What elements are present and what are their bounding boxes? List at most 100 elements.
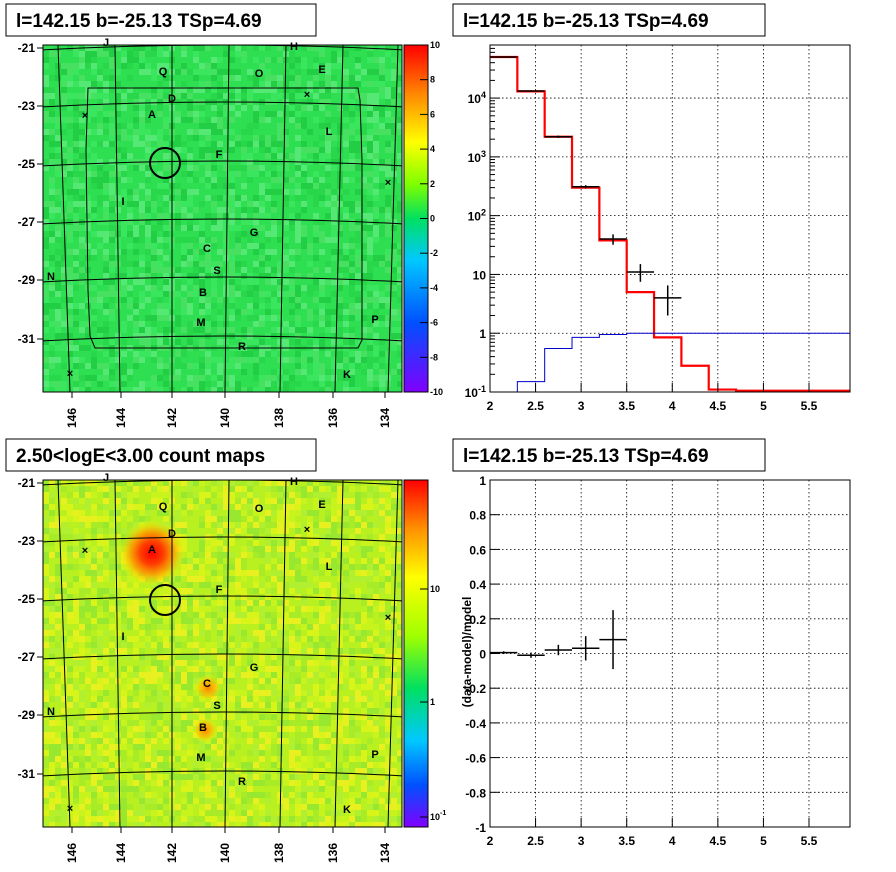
map-pixel [367,570,373,576]
map-pixel [319,600,325,606]
map-pixel [127,624,133,630]
map-pixel [319,315,325,321]
map-pixel [391,267,397,273]
map-pixel [175,660,181,666]
map-pixel [247,303,253,309]
map-pixel [73,171,79,177]
map-pixel [361,702,367,708]
map-pixel [295,714,301,720]
map-pixel [67,516,73,522]
map-pixel [109,129,115,135]
map-pixel [247,165,253,171]
map-pixel [319,147,325,153]
map-pixel [373,189,379,195]
map-pixel [55,201,61,207]
map-pixel [271,588,277,594]
map-pixel [313,195,319,201]
map-pixel [367,225,373,231]
map-pixel [277,774,283,780]
map-pixel [373,195,379,201]
map-pixel [181,756,187,762]
map-pixel [373,135,379,141]
map-pixel [289,309,295,315]
map-pixel [325,798,331,804]
map-pixel [325,744,331,750]
map-pixel [277,600,283,606]
map-pixel [313,498,319,504]
map-pixel [397,339,402,345]
map-pixel [43,63,49,69]
map-pixel [289,738,295,744]
map-pixel [277,624,283,630]
map-pixel [253,600,259,606]
map-pixel [205,213,211,219]
map-pixel [163,177,169,183]
map-pixel [397,720,402,726]
map-pixel [67,225,73,231]
map-pixel [91,804,97,810]
map-pixel [217,624,223,630]
map-pixel [313,75,319,81]
map-pixel [367,285,373,291]
map-pixel [97,45,103,51]
map-pixel [151,267,157,273]
map-pixel [301,798,307,804]
map-pixel [313,57,319,63]
map-pixel [349,804,355,810]
map-pixel [133,744,139,750]
map-pixel [217,309,223,315]
map-pixel [301,141,307,147]
map-pixel [241,576,247,582]
map-pixel [229,57,235,63]
map-pixel [259,630,265,636]
map-pixel [79,720,85,726]
map-pixel [313,504,319,510]
map-pixel [49,762,55,768]
map-pixel [259,660,265,666]
map-pixel [229,564,235,570]
map-pixel [337,564,343,570]
map-pixel [325,816,331,822]
map-pixel [241,45,247,51]
map-pixel [271,612,277,618]
map-pixel [61,552,67,558]
map-pixel [355,750,361,756]
map-pixel [343,756,349,762]
map-pixel [229,303,235,309]
map-pixel [277,648,283,654]
map-pixel [49,582,55,588]
map-pixel [361,147,367,153]
map-pixel [55,165,61,171]
colorbar-tick-label: -10 [430,387,443,397]
map-pixel [61,279,67,285]
map-pixel [217,810,223,816]
map-pixel [121,297,127,303]
map-pixel [283,720,289,726]
map-pixel [229,594,235,600]
map-pixel [301,45,307,51]
map-pixel [361,183,367,189]
map-pixel [325,564,331,570]
map-pixel [355,678,361,684]
map-pixel [85,129,91,135]
map-pixel [91,546,97,552]
map-pixel [49,363,55,369]
map-pixel [313,492,319,498]
map-pixel [151,720,157,726]
map-pixel [397,816,402,822]
map-pixel [157,333,163,339]
map-pixel [121,219,127,225]
map-pixel [67,333,73,339]
map-pixel [73,516,79,522]
map-pixel [55,606,61,612]
map-pixel [397,648,402,654]
map-pixel [181,327,187,333]
map-pixel [157,618,163,624]
map-pixel [73,135,79,141]
map-pixel [337,363,343,369]
map-pixel [379,516,385,522]
map-pixel [307,648,313,654]
map-pixel [301,600,307,606]
map-pixel [391,798,397,804]
map-pixel [385,642,391,648]
